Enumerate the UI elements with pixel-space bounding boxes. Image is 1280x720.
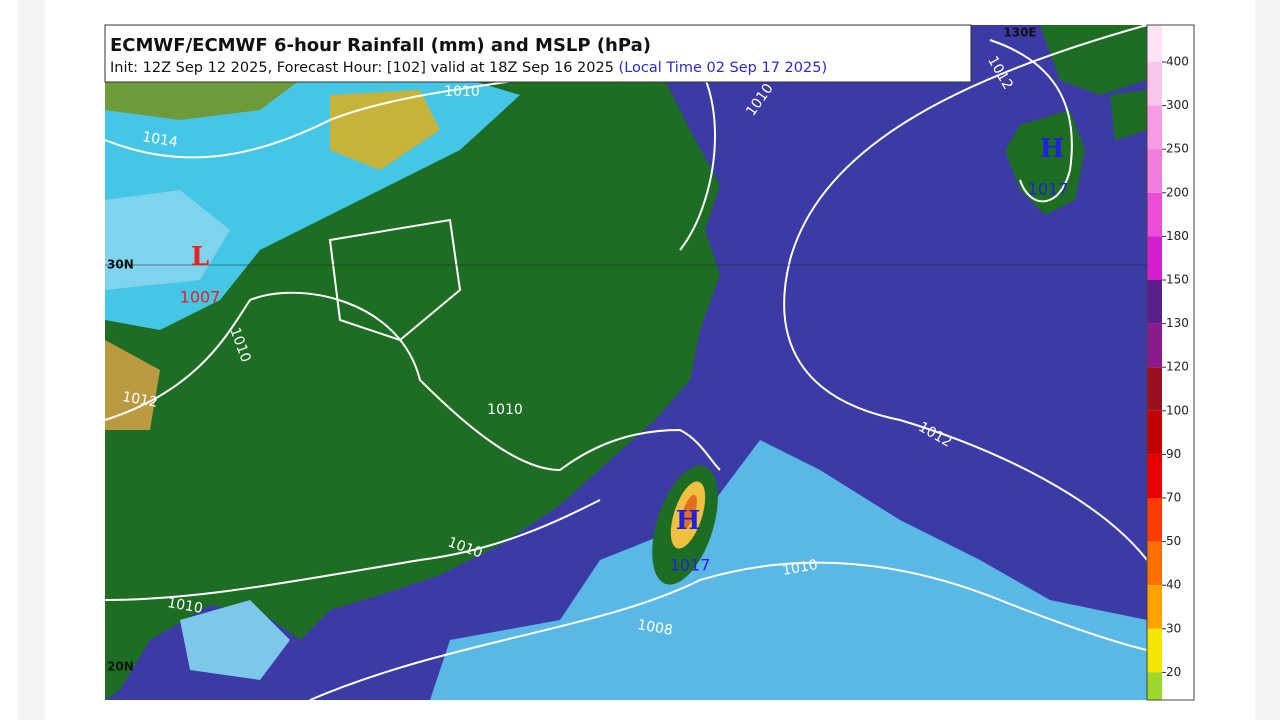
colorbar-segment <box>1147 585 1162 629</box>
colorbar-segment <box>1147 25 1162 62</box>
contour-label: 1012 <box>121 389 159 411</box>
colorbar-label: 70 <box>1166 491 1181 505</box>
pressure-symbol: L <box>191 242 209 272</box>
colorbar-label: 130 <box>1166 316 1189 330</box>
colorbar-segment <box>1147 280 1162 324</box>
isobar <box>104 499 601 601</box>
isobar <box>104 291 721 472</box>
colorbar-label: 400 <box>1166 55 1189 69</box>
isobar <box>783 24 1148 561</box>
rain-area <box>430 440 1147 700</box>
colorbar-segment <box>1147 192 1162 237</box>
isobar <box>309 561 1148 701</box>
header-box <box>104 24 972 83</box>
colorbar-segment <box>1147 672 1162 700</box>
colorbar-label: 50 <box>1166 534 1181 548</box>
grid-label: 130E <box>1003 26 1036 40</box>
colorbar-label: 20 <box>1166 665 1181 679</box>
colorbar-label: 300 <box>1166 98 1189 112</box>
title: ECMWF/ECMWF 6-hour Rainfall (mm) and MSL… <box>110 35 651 56</box>
pressure-symbol: H <box>1040 134 1065 164</box>
subtitle: Init: 12Z Sep 12 2025, Forecast Hour: [1… <box>110 60 827 76</box>
colorbar-label: 180 <box>1166 229 1189 243</box>
colorbar-segment <box>1147 149 1162 193</box>
contour-label: 1014 <box>141 129 179 151</box>
japan <box>1110 90 1147 140</box>
colorbar-label: 200 <box>1166 185 1189 199</box>
contour-label: 1010 <box>487 402 523 418</box>
colorbar-frame <box>1146 24 1195 701</box>
colorbar-label: 120 <box>1166 360 1189 374</box>
map <box>104 24 1148 701</box>
colorbar-segment <box>1147 367 1162 411</box>
local-time: (Local Time 02 Sep 17 2025) <box>619 60 828 76</box>
pressure-symbol: H <box>676 506 701 536</box>
isobar <box>989 39 1073 203</box>
isobar <box>104 79 521 159</box>
colorbar-label: 150 <box>1166 273 1189 287</box>
colorbar-segment <box>1147 628 1162 673</box>
contour-label: 1010 <box>444 84 480 100</box>
colorbar-segment <box>1147 541 1162 586</box>
isobar <box>328 218 462 342</box>
colorbar-label: 90 <box>1166 447 1181 461</box>
colorbar-segment <box>1147 454 1162 498</box>
colorbar-segment <box>1147 62 1162 106</box>
left-margin <box>18 0 45 720</box>
grid-label: 30N <box>107 258 134 272</box>
korea-japan <box>1040 25 1147 95</box>
rain-area <box>105 80 300 120</box>
colorbar-label: 40 <box>1166 578 1181 592</box>
colorbar-segment <box>1147 323 1162 368</box>
colorbar-segment <box>1147 105 1162 150</box>
colorbar-segment <box>1147 498 1162 542</box>
isobars <box>104 24 1148 701</box>
rain-area <box>105 340 160 430</box>
rain-area <box>681 494 697 530</box>
colorbar-segment <box>1147 410 1162 455</box>
contour-label: 1008 <box>636 617 674 639</box>
colorbar-label: 100 <box>1166 403 1189 417</box>
rain-area <box>180 600 290 680</box>
colorbar-label: 30 <box>1166 621 1181 635</box>
pressure-value: 1007 <box>180 288 221 307</box>
contour-label: 1010 <box>166 595 204 617</box>
colorbar: 400 300 250 200 180 150 130 120 100 90 70 50 40 30 20 <box>1147 25 1189 700</box>
pressure-value: 1017 <box>670 556 711 575</box>
pressure-value: 1017 <box>1028 180 1069 199</box>
colorbar-segment <box>1147 236 1162 280</box>
contour-label: 1010 <box>781 557 819 579</box>
right-margin <box>1255 0 1280 720</box>
grid-label: 20N <box>107 660 134 674</box>
colorbar-label: 250 <box>1166 142 1189 156</box>
init-info: Init: 12Z Sep 12 2025, Forecast Hour: [1… <box>110 60 614 76</box>
